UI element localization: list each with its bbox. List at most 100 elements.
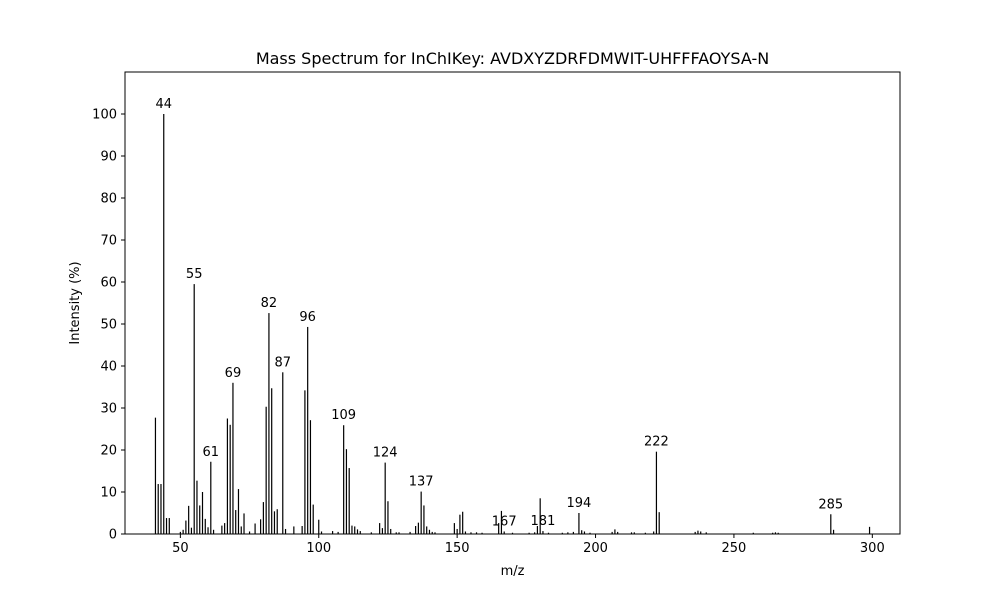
peak-bar [343,425,345,534]
peak-bar [420,491,422,534]
peak-bar [583,531,586,534]
peak-bar [348,468,350,534]
peak-label: 181 [531,514,556,529]
peak-bar [304,390,306,534]
peak-bar [260,519,262,534]
peak-bar [384,462,386,534]
peak-bar [232,382,234,534]
peak-bar [777,532,779,534]
peak-label: 61 [203,445,220,460]
y-tick-label: 40 [100,360,117,375]
y-tick-label: 30 [100,402,117,417]
peak-bar [301,526,303,534]
x-axis-label: m/z [501,564,525,579]
peak-label: 82 [261,296,278,311]
peak-label: 222 [644,435,669,450]
peak-bar [204,518,206,534]
peak-label: 87 [274,355,291,370]
peak-bar [163,114,165,534]
peak-bar [617,531,619,534]
peak-labels: 44 55 61 69 82 87 96 109 124 137 167 181 194 222 285 [155,97,843,529]
x-tick-label: 250 [722,541,747,556]
plot-frame [124,71,901,535]
peak-bar [567,532,569,534]
peak-bar [168,518,170,534]
peak-label: 137 [409,475,434,490]
peak-bar [581,530,583,534]
peak-bar [511,532,514,534]
peak-bar [528,532,530,534]
peak-bar [431,531,433,534]
peak-bar [240,526,242,534]
peak-bar [390,528,392,534]
peak-bar [356,529,359,534]
peak-bar [201,492,204,534]
peak-bar [309,420,312,534]
peak-bar [700,531,702,534]
peak-bar [212,529,215,534]
y-tick-label: 50 [100,318,117,333]
x-axis-ticks: 50 100 150 200 250 300 [172,534,885,556]
peak-label: 69 [225,366,242,381]
peak-bar [273,511,276,534]
peaks-layer [154,114,871,534]
peak-bar [705,532,707,534]
peak-bar [351,525,353,534]
peak-bar [774,532,777,534]
peak-bar [428,529,431,534]
peak-bar [229,424,231,534]
y-tick-label: 100 [92,108,117,123]
peak-bar [475,532,478,534]
peak-bar [453,523,455,534]
x-tick-label: 200 [583,541,608,556]
peak-bar [354,526,356,534]
peak-bar [547,532,550,534]
peak-bar [409,531,411,534]
peak-bar [481,532,483,534]
peak-bar [542,531,544,534]
peak-bar [614,529,616,534]
peak-bar [190,527,193,534]
peak-bar [658,512,660,534]
peak-bar [165,518,168,534]
peak-bar [293,526,295,534]
peak-bar [243,513,245,534]
peak-bar [282,372,284,534]
peak-bar [248,531,251,534]
peak-label: 55 [186,267,203,282]
peak-bar [697,530,699,534]
peak-bar [387,501,389,534]
peak-bar [644,532,646,534]
peak-bar [185,520,187,534]
peak-bar [772,532,774,534]
peak-bar [312,504,314,534]
peak-bar [359,531,361,534]
peak-bar [503,531,505,534]
peak-bar [534,532,536,534]
peak-bar [655,451,658,534]
peak-label: 124 [373,446,398,461]
peak-bar [337,531,339,534]
peak-bar [370,532,372,534]
y-tick-label: 60 [100,276,117,291]
peak-bar [694,531,696,534]
peak-bar [182,529,184,534]
peak-bar [268,313,270,534]
peak-bar [464,531,467,534]
peak-bar [434,532,436,534]
y-axis-ticks: 0 10 20 30 40 50 60 70 80 90 100 [92,108,125,543]
peak-bar [254,523,256,534]
peak-bar [262,502,264,534]
peak-bar [578,513,580,534]
peak-bar [868,526,871,534]
peak-bar [395,532,397,534]
peak-bar [345,449,348,534]
peak-bar [235,510,237,534]
peak-bar [271,388,273,534]
peak-bar [157,484,159,534]
peak-bar [154,417,157,534]
peak-bar [536,526,539,534]
peak-label: 194 [567,496,592,511]
peak-bar [470,532,472,534]
peak-bar [320,531,323,534]
